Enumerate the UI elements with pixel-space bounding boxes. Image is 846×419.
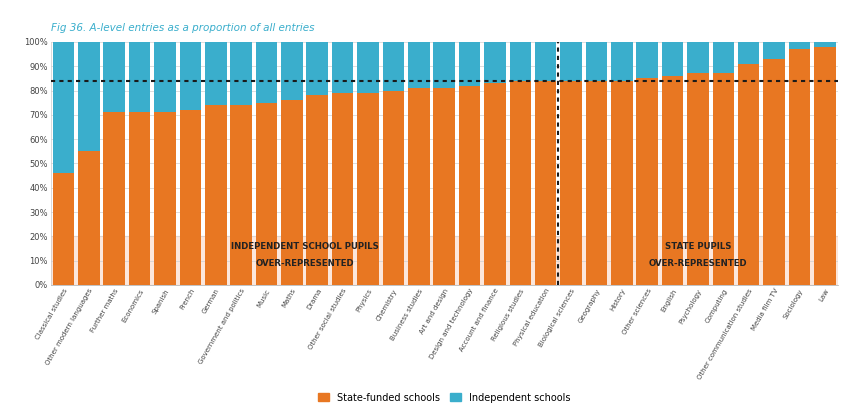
Bar (205, 105, 227, 285)
Bar (611, 81, 633, 285)
Bar (687, 73, 709, 285)
Bar (509, 81, 531, 285)
Bar (763, 42, 785, 59)
Bar (103, 112, 125, 285)
Text: OVER-REPRESENTED: OVER-REPRESENTED (649, 259, 747, 268)
Bar (712, 73, 734, 285)
Bar (357, 42, 379, 93)
Bar (662, 76, 684, 285)
Bar (78, 151, 100, 285)
Bar (585, 81, 607, 285)
Bar (738, 64, 760, 285)
Bar (103, 42, 125, 112)
Bar (306, 96, 328, 285)
Bar (408, 42, 430, 88)
Bar (154, 112, 176, 285)
Bar (814, 47, 836, 285)
Bar (459, 42, 481, 85)
Bar (230, 105, 252, 285)
Bar (408, 88, 430, 285)
Bar (382, 91, 404, 285)
Bar (433, 88, 455, 285)
Bar (179, 42, 201, 110)
Text: INDEPENDENT SCHOOL PUPILS: INDEPENDENT SCHOOL PUPILS (231, 241, 378, 251)
Bar (459, 85, 481, 285)
Bar (382, 42, 404, 91)
Bar (636, 42, 658, 78)
Bar (509, 42, 531, 81)
Text: Fig 36. A-level entries as a proportion of all entries: Fig 36. A-level entries as a proportion … (51, 23, 314, 33)
Bar (51, 236, 558, 285)
Bar (255, 42, 277, 103)
Bar (788, 49, 810, 285)
Bar (484, 42, 506, 83)
Bar (687, 42, 709, 73)
Bar (712, 42, 734, 73)
Bar (763, 59, 785, 285)
Bar (332, 42, 354, 93)
Bar (484, 83, 506, 285)
Bar (306, 42, 328, 96)
Bar (281, 100, 303, 285)
Bar (179, 110, 201, 285)
Bar (154, 42, 176, 112)
Bar (662, 42, 684, 76)
Bar (255, 103, 277, 285)
Bar (281, 42, 303, 100)
Bar (560, 42, 582, 81)
Bar (814, 42, 836, 47)
Bar (52, 42, 74, 173)
Bar (205, 42, 227, 105)
Bar (230, 42, 252, 105)
Bar (535, 42, 557, 81)
Bar (611, 42, 633, 81)
Bar (560, 81, 582, 285)
Bar (535, 81, 557, 285)
Bar (433, 42, 455, 88)
Legend: State-funded schools, Independent schools: State-funded schools, Independent school… (314, 389, 574, 406)
Bar (585, 42, 607, 81)
Bar (738, 42, 760, 64)
Text: STATE PUPILS: STATE PUPILS (665, 241, 731, 251)
Text: OVER-REPRESENTED: OVER-REPRESENTED (255, 259, 354, 268)
Bar (129, 42, 151, 112)
Bar (357, 93, 379, 285)
Bar (636, 78, 658, 285)
Bar (558, 236, 838, 285)
Bar (52, 173, 74, 285)
Bar (332, 93, 354, 285)
Bar (78, 42, 100, 151)
Bar (788, 42, 810, 49)
Bar (129, 112, 151, 285)
